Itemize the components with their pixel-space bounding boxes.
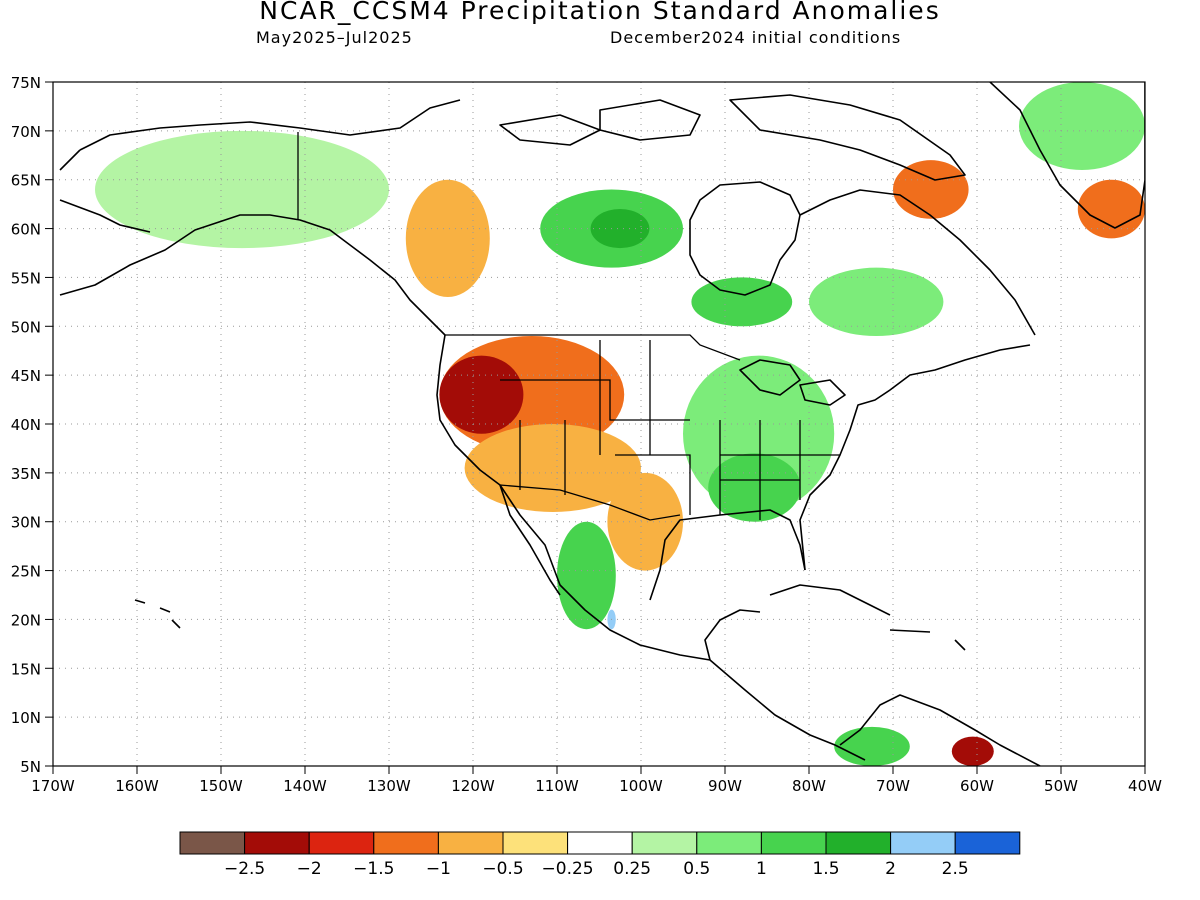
colorbar-label: −2 [297,859,322,879]
lat-label: 10N [11,709,41,727]
anomaly-region-mexico-west-wet [557,521,616,630]
lat-label: 45N [11,367,41,385]
lon-label: 70W [876,777,910,795]
lon-label: 100W [619,777,663,795]
lon-label: 90W [708,777,742,795]
colorbar: −2.5 −2 −1.5 −1 −0.5 −0.25 0.25 0.5 1 1.5 2 2.5 [179,831,1021,879]
colorbar-swatch [631,831,698,855]
longitude-labels: 170W 160W 150W 140W 130W 120W 110W 100W 90W 80W 70… [31,766,1162,795]
lat-label: 75N [11,74,41,92]
colorbar-label: 1.5 [812,859,839,879]
lon-label: 120W [451,777,495,795]
political-borders [297,132,840,521]
anomaly-region-us-great-basin-dry [439,355,524,434]
colorbar-label: 1 [756,859,767,879]
colorbar-label: −1 [426,859,451,879]
anomaly-region-quebec-wet [809,267,944,337]
initial-conditions: December2024 initial conditions [610,28,902,47]
lat-label: 30N [11,514,41,532]
valid-period: May2025–Jul2025 [256,28,413,47]
lat-label: 70N [11,123,41,141]
colorbar-swatch [502,831,569,855]
colorbar-label: −2.5 [224,859,265,879]
anomaly-region-alaska-interior-wet [95,130,389,249]
lat-label: 55N [11,269,41,287]
colorbar-swatch [825,831,892,855]
colorbar-label: −1.5 [353,859,394,879]
lon-label: 150W [199,777,243,795]
colorbar-label: −0.25 [542,859,594,879]
lon-label: 140W [283,777,327,795]
lat-label: 50N [11,318,41,336]
anomaly-region-greenland-wet [1019,82,1145,170]
colorbar-swatch [696,831,762,855]
lon-label: 80W [792,777,826,795]
lon-label: 50W [1044,777,1078,795]
anomaly-region-us-southeast-wet [708,453,801,522]
colorbar-label: 2 [885,859,896,879]
colorbar-swatch [890,831,956,855]
anomaly-region-labrador-dry [893,160,969,219]
lat-label: 65N [11,172,41,190]
lon-label: 130W [367,777,411,795]
colorbar-swatch [179,831,246,855]
lat-label: 15N [11,660,41,678]
lon-label: 60W [960,777,994,795]
lat-label: 35N [11,465,41,483]
map-title: NCAR_CCSM4 Precipitation Standard Anomal… [259,0,941,25]
colorbar-label: 0.5 [683,859,710,879]
anomaly-fill-layer [95,82,1145,766]
lon-label: 110W [535,777,579,795]
anomaly-region-colombia-wet [834,726,910,766]
colorbar-label: 0.25 [613,859,651,879]
anomaly-region-ontario-wet [691,277,793,327]
anomaly-region-venezuela-dry [951,736,994,766]
colorbar-label: −0.5 [482,859,523,879]
lon-label: 170W [31,777,75,795]
colorbar-swatch [308,831,375,855]
map-field [53,82,1145,766]
lon-label: 160W [115,777,159,795]
colorbar-swatch [437,831,504,855]
lon-label: 40W [1128,777,1162,795]
colorbar-swatch [373,831,439,855]
anomaly-region-us-southwest-dry [464,424,641,512]
lat-label: 60N [11,221,41,239]
colorbar-swatch [244,831,310,855]
anomaly-region-greenland-dry [1077,179,1145,239]
colorbar-swatch [760,831,827,855]
anomaly-region-bc-dry [405,179,490,297]
colorbar-swatch [954,831,1021,855]
lat-label: 40N [11,416,41,434]
lat-label: 20N [11,611,41,629]
lat-label: 5N [20,758,41,776]
anomaly-region-canada-core-wet [590,209,650,249]
colorbar-swatch [567,831,633,855]
latitude-labels: 5N 10N 15N 20N 25N 30N 35N 40N 45N 50N 55N 60N 65N 70… [11,74,53,776]
lat-label: 25N [11,563,41,581]
colorbar-label: 2.5 [942,859,969,879]
